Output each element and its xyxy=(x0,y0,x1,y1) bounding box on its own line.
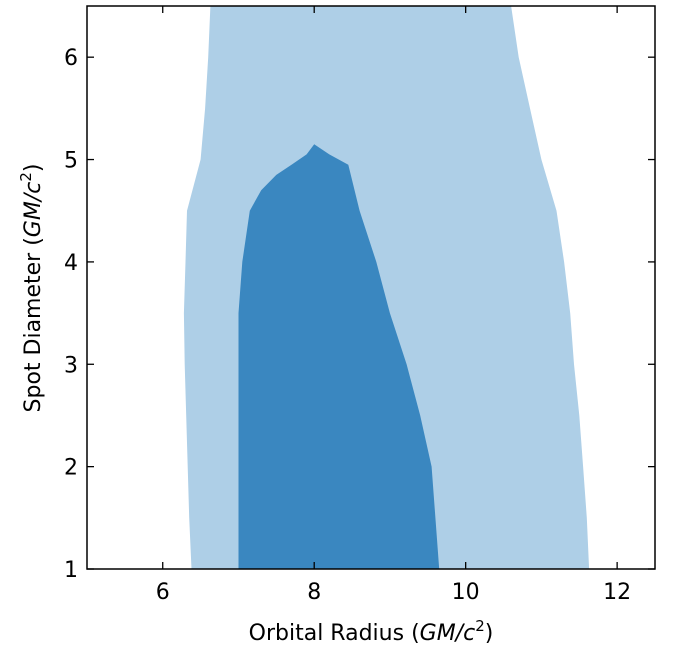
y-axis-title-superscript: 2 xyxy=(17,172,35,182)
x-axis-title-prefix: Orbital Radius ( xyxy=(249,621,420,646)
y-axis-title-unit: GM/c xyxy=(21,182,46,238)
y-tick-label-2: 2 xyxy=(64,456,78,481)
plot-frame xyxy=(86,5,656,570)
tick-marks xyxy=(87,6,655,570)
y-tick-label-6: 6 xyxy=(64,46,78,71)
y-axis-title-suffix: ) xyxy=(21,164,46,173)
y-tick-label-5: 5 xyxy=(64,149,78,174)
x-axis-title-suffix: ) xyxy=(485,621,494,646)
x-tick-label-6: 6 xyxy=(156,580,170,605)
x-axis-title-superscript: 2 xyxy=(475,617,485,635)
x-axis-title-unit: GM/c xyxy=(420,621,476,646)
x-tick-label-10: 10 xyxy=(452,580,480,605)
y-axis-title-prefix: Spot Diameter ( xyxy=(21,237,46,412)
plot-area xyxy=(183,6,590,569)
x-tick-label-8: 8 xyxy=(307,580,321,605)
x-axis-title: Orbital Radius (GM/c2) xyxy=(249,617,494,646)
y-axis-title: Spot Diameter (GM/c2) xyxy=(17,164,46,413)
y-tick-label-4: 4 xyxy=(64,251,78,276)
y-tick-label-3: 3 xyxy=(64,353,78,378)
inner-credible-region xyxy=(238,144,440,569)
y-tick-label-1: 1 xyxy=(64,558,78,583)
x-tick-label-12: 12 xyxy=(603,580,631,605)
